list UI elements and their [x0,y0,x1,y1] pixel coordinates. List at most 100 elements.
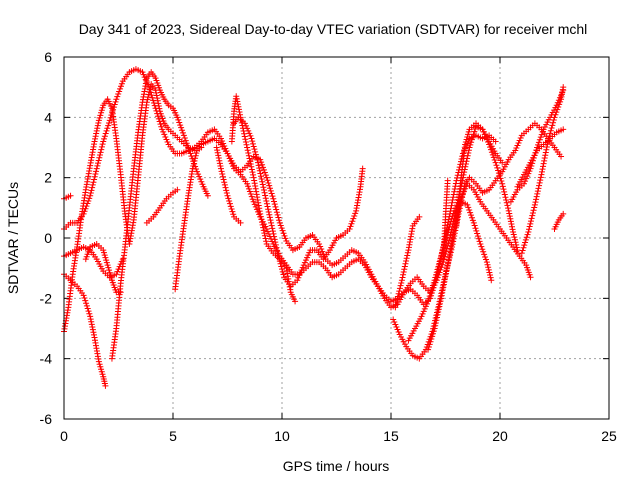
data-point [514,247,521,254]
data-point [549,122,556,129]
data-point [215,155,222,162]
data-point [486,141,493,148]
data-point [217,162,224,169]
data-point [504,202,511,209]
data-point [117,85,124,92]
data-point [281,232,288,239]
data-point [436,258,443,265]
data-point [545,135,552,142]
data-point [271,198,278,205]
data-point [222,184,229,191]
data-point [103,257,110,264]
data-point [560,126,567,133]
data-point [244,180,251,187]
data-point [233,93,240,100]
y-tick-label: -2 [40,290,53,306]
data-point [556,101,563,108]
data-point [234,101,241,108]
data-point [90,179,97,186]
data-point [462,185,469,192]
data-point [238,117,245,124]
data-point [428,287,435,294]
data-point [270,195,277,202]
data-point [522,178,529,185]
data-point [528,215,535,222]
data-point [463,136,470,143]
data-point [506,210,513,217]
data-point [526,223,533,230]
data-point [282,235,289,242]
data-point [435,261,442,268]
data-point [462,138,469,145]
data-point [517,134,524,141]
data-point [296,272,303,279]
data-point [447,248,454,255]
data-point [237,219,244,226]
data-point [472,225,479,232]
data-point [271,236,278,243]
data-point [527,218,534,225]
data-point [530,207,537,214]
data-point [445,256,452,263]
data-point [94,122,101,129]
data-point [475,235,482,242]
data-point [262,235,269,242]
data-point [468,214,475,221]
data-point [261,232,268,239]
x-tick-label: 20 [492,428,508,444]
data-point [244,147,251,154]
data-point [261,230,268,237]
data-point [404,252,411,259]
data-point [94,125,101,132]
data-point [425,346,432,353]
data-point [511,234,518,241]
data-point [347,223,354,230]
data-point [451,185,458,192]
data-point [92,133,99,140]
data-point [278,225,285,232]
data-point [258,216,265,223]
data-point [102,382,109,389]
y-tick-label: 6 [44,49,52,65]
data-point [262,195,269,202]
data-point [540,160,547,167]
data-point [252,151,259,158]
data-point [519,247,526,254]
data-point [538,168,545,175]
data-point [192,152,199,159]
data-point [520,180,527,187]
data-point [243,122,250,129]
series-12 [231,114,366,290]
data-point [163,136,170,143]
data-point [101,252,108,259]
data-point [416,213,423,220]
data-point [93,165,100,172]
data-point [96,114,103,121]
data-point [164,138,171,145]
data-point [271,233,278,240]
data-point [403,255,410,262]
data-point [269,225,276,232]
data-point [117,83,124,90]
data-point [465,131,472,138]
data-point [245,149,252,156]
data-point [139,69,146,76]
data-point [219,137,226,144]
data-point [436,300,443,307]
data-point [430,279,437,286]
data-point [554,106,561,113]
data-point [262,192,269,199]
data-point [348,220,355,227]
data-point [87,316,94,323]
data-point [104,125,111,132]
data-point [436,303,443,310]
data-point [450,228,457,235]
axis-tick-labels: 0 5 10 15 20 25 -6 -4 -2 0 2 4 6 [40,49,617,444]
data-point [449,199,456,206]
data-point [179,127,186,134]
data-point [226,200,233,207]
data-point [80,292,87,299]
data-point [425,298,432,305]
data-point [474,230,481,237]
data-point [524,173,531,180]
